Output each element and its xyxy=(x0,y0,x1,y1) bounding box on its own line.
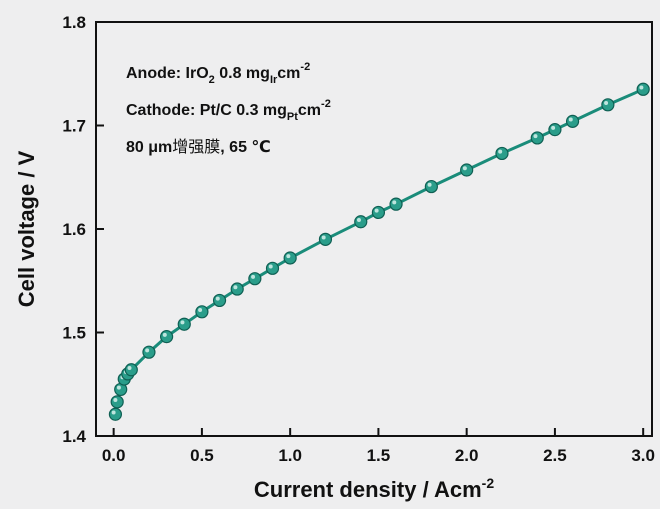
data-point-highlight xyxy=(604,101,609,105)
data-point xyxy=(195,305,209,319)
anode-annotation: Anode: IrO2 0.8 mgIrcm-2 xyxy=(126,61,310,86)
data-point-highlight xyxy=(427,182,432,187)
data-point-highlight xyxy=(639,85,644,90)
data-point-highlight xyxy=(111,410,116,415)
x-tick-label: 1.5 xyxy=(367,446,391,465)
data-point-highlight xyxy=(356,217,361,222)
data-point xyxy=(495,146,509,161)
y-tick-label: 1.4 xyxy=(62,427,86,446)
data-point-highlight xyxy=(374,208,379,213)
data-point xyxy=(212,293,227,308)
data-point xyxy=(530,131,544,145)
data-point xyxy=(354,215,368,229)
x-tick-label: 3.0 xyxy=(631,446,655,465)
data-point-highlight xyxy=(162,332,167,337)
data-point-highlight xyxy=(215,296,220,301)
plot-frame xyxy=(95,21,653,437)
data-point-highlight xyxy=(498,149,503,154)
x-tick-label: 2.0 xyxy=(455,446,479,465)
x-axis-label: Current density / Acm-2 xyxy=(254,475,494,502)
data-point-highlight xyxy=(568,117,573,122)
x-tick-label: 1.0 xyxy=(278,446,302,465)
data-point xyxy=(142,345,156,359)
data-point xyxy=(124,363,138,377)
data-point xyxy=(283,251,297,265)
data-point-highlight xyxy=(392,200,397,205)
x-tick-label: 0.0 xyxy=(102,446,126,465)
data-point-highlight xyxy=(321,235,326,240)
y-tick-label: 1.5 xyxy=(62,324,86,343)
data-point-highlight xyxy=(551,125,556,130)
data-point xyxy=(389,197,403,211)
data-point xyxy=(460,163,474,177)
y-axis-label: Cell voltage / V xyxy=(14,150,39,307)
data-point xyxy=(424,179,438,194)
data-point xyxy=(248,272,262,286)
data-point-highlight xyxy=(145,348,150,353)
data-point-highlight xyxy=(268,264,273,269)
y-tick-label: 1.8 xyxy=(62,13,86,32)
series-points xyxy=(108,82,650,421)
data-point xyxy=(636,82,650,96)
y-tick-label: 1.7 xyxy=(62,117,86,136)
data-point xyxy=(548,123,562,137)
x-axis-ticks: 0.0 0.5 1.0 1.5 2.0 2.5 3.0 xyxy=(102,428,655,465)
data-point xyxy=(565,114,580,128)
data-point xyxy=(108,407,123,421)
data-point-highlight xyxy=(198,308,203,312)
data-point-highlight xyxy=(113,398,118,403)
data-point-highlight xyxy=(127,365,132,370)
x-tick-label: 0.5 xyxy=(190,446,214,465)
y-tick-label: 1.6 xyxy=(62,220,86,239)
data-point xyxy=(110,395,124,409)
x-tick-label: 2.5 xyxy=(543,446,567,465)
data-point xyxy=(318,232,333,246)
y-axis-ticks: 1.4 1.5 1.6 1.7 1.8 xyxy=(62,13,104,446)
data-point-highlight xyxy=(533,134,538,139)
data-point-highlight xyxy=(233,285,238,290)
data-point xyxy=(601,98,615,112)
data-point xyxy=(371,205,386,220)
data-point-highlight xyxy=(116,385,121,390)
data-point xyxy=(230,282,244,296)
data-point xyxy=(265,261,280,275)
data-point xyxy=(160,330,174,344)
data-point xyxy=(177,317,191,331)
data-point-highlight xyxy=(180,320,185,325)
cathode-annotation: Cathode: Pt/C 0.3 mgPtcm-2 xyxy=(126,98,331,123)
data-point-highlight xyxy=(462,166,467,171)
data-point-highlight xyxy=(286,254,291,259)
membrane-annotation: 80 μm增强膜, 65 ℃ xyxy=(126,138,271,156)
data-point-highlight xyxy=(251,274,256,279)
